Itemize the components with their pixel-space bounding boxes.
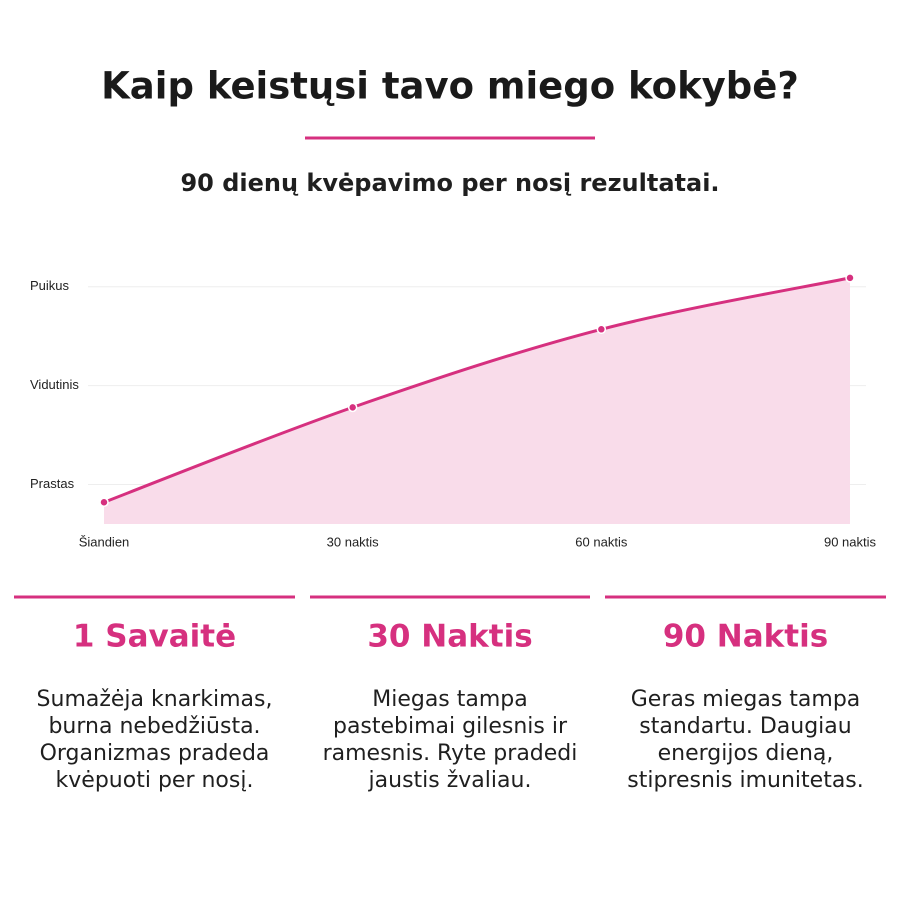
x-tick-label: 90 naktis — [824, 534, 877, 549]
card-text: Miegas tampa — [372, 687, 528, 712]
card-text: pastebimai gilesnis ir — [333, 714, 568, 739]
card-text: Sumažėja knarkimas, — [37, 687, 273, 712]
card-title: 1 Savaitė — [73, 619, 236, 655]
page-subtitle: 90 dienų kvėpavimo per nosį rezultatai. — [180, 169, 719, 197]
page-title: Kaip keistųsi tavo miego kokybė? — [101, 65, 799, 108]
y-tick-label: Puikus — [30, 278, 70, 293]
point — [596, 324, 607, 335]
card-text: burna nebedžiūsta. — [48, 714, 260, 739]
y-tick-label: Prastas — [30, 476, 75, 491]
card-text: energijos dieną, — [658, 741, 834, 766]
area-fill — [104, 277, 850, 524]
card-text: Geras miegas tampa — [631, 687, 861, 712]
card-title: 90 Naktis — [663, 619, 828, 655]
card-text: Organizmas pradeda — [40, 741, 270, 766]
card-text: jaustis žvaliau. — [368, 768, 532, 793]
line — [103, 276, 851, 504]
point — [347, 402, 358, 413]
point — [99, 497, 109, 508]
x-tick-label: Šiandien — [79, 534, 130, 549]
card-title: 30 Naktis — [367, 619, 532, 655]
x-tick-label: 30 naktis — [327, 534, 380, 549]
card-text: stipresnis imunitetas. — [627, 768, 864, 793]
y-tick-label: Vidutinis — [30, 377, 79, 392]
card-text: kvėpuoti per nosį. — [56, 768, 254, 793]
point — [845, 273, 855, 283]
card-text: standartu. Daugiau — [639, 714, 851, 739]
x-tick-label: 60 naktis — [575, 534, 628, 549]
card-text: ramesnis. Ryte pradedi — [323, 741, 578, 766]
